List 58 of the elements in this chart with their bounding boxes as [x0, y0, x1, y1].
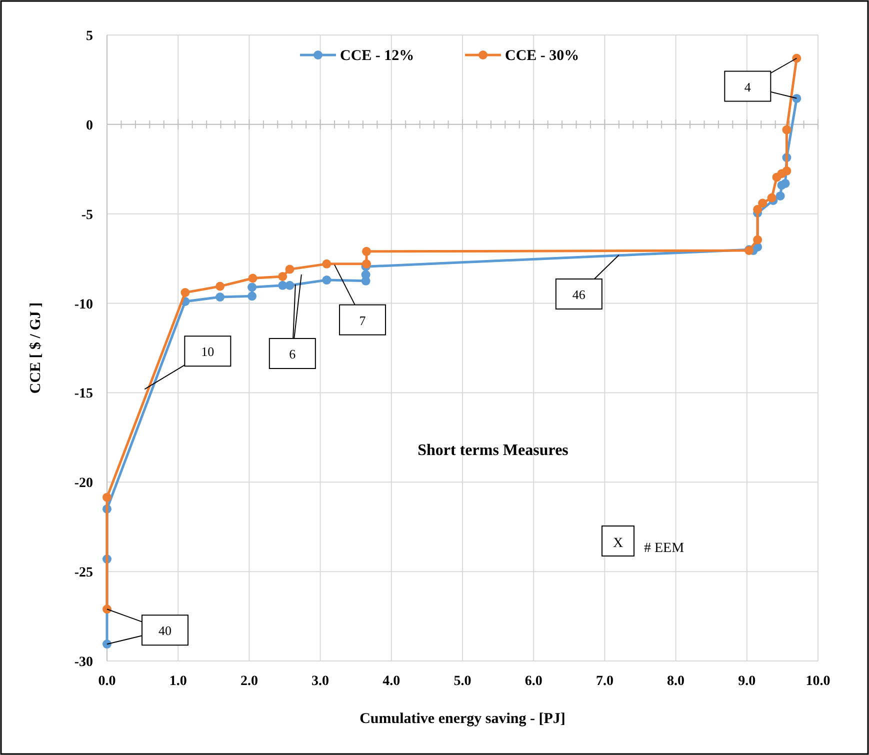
y-tick-label: -15 [74, 386, 93, 402]
x-tick-label: 9.0 [738, 674, 756, 689]
x-tick-label: 4.0 [382, 674, 400, 689]
point [792, 54, 802, 63]
annotation: 46 [572, 286, 586, 302]
point [776, 191, 785, 200]
point [780, 178, 790, 188]
point [753, 235, 762, 244]
x-tick-label: 0.0 [98, 674, 116, 689]
point [758, 198, 768, 208]
annotation: 40 [158, 623, 172, 638]
y-tick-label: -25 [74, 566, 93, 581]
point [180, 288, 190, 298]
x-tick-label: 2.0 [240, 674, 258, 689]
point [102, 492, 112, 502]
point [216, 292, 225, 302]
point [322, 276, 332, 285]
point [278, 272, 288, 281]
x-tick-label: 6.0 [524, 674, 542, 689]
point [285, 264, 294, 274]
annotation: 6 [289, 346, 296, 362]
legend-label: CCE - 12% [340, 48, 414, 64]
point [753, 204, 762, 214]
point [767, 193, 776, 202]
annotation: 4 [744, 79, 752, 94]
x-axis-title: Cumulative energy saving - [PJ] [360, 711, 566, 727]
point [248, 282, 257, 292]
x-tick-label: 5.0 [454, 674, 472, 689]
x-tick-label: 10.0 [806, 674, 830, 689]
annotation: X [612, 536, 624, 551]
y-tick-label: 5 [86, 29, 93, 44]
point [285, 280, 294, 290]
point [792, 94, 802, 103]
annotation: Short terms Measures [418, 442, 568, 459]
point [102, 604, 112, 614]
y-axis-title: CCE [ $ / GJ ] [28, 302, 44, 394]
point [782, 125, 792, 134]
point [362, 246, 372, 256]
point [362, 259, 372, 268]
annotation: # EEM [644, 541, 685, 556]
y-tick-label: -30 [74, 655, 93, 670]
legend-label: CCE - 30% [505, 48, 580, 64]
annotation: 10 [201, 344, 214, 360]
point [216, 282, 225, 291]
point [322, 259, 332, 268]
x-tick-label: 7.0 [596, 674, 614, 689]
x-tick-label: 3.0 [312, 674, 330, 689]
point [248, 292, 257, 301]
y-tick-label: -20 [74, 476, 93, 492]
x-tick-label: 1.0 [169, 674, 187, 689]
point [782, 166, 792, 176]
y-tick-label: -5 [81, 208, 93, 223]
point [102, 640, 112, 649]
y-tick-label: -10 [74, 297, 93, 312]
annotation: 7 [359, 312, 366, 328]
x-tick-label: 8.0 [667, 674, 685, 689]
y-tick-label: 0 [86, 118, 93, 134]
point [248, 274, 258, 283]
